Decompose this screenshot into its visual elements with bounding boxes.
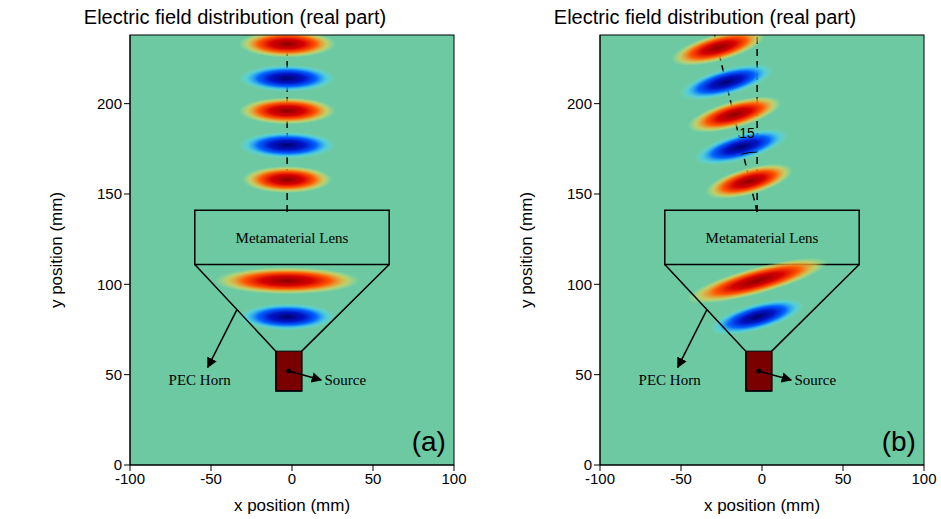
svg-text:x position (mm): x position (mm) (704, 496, 820, 515)
svg-text:0: 0 (288, 470, 296, 487)
svg-text:0: 0 (758, 470, 766, 487)
svg-text:-50: -50 (200, 470, 222, 487)
svg-text:PEC Horn: PEC Horn (169, 372, 232, 388)
svg-text:(a): (a) (412, 426, 446, 457)
svg-text:150: 150 (97, 185, 122, 202)
svg-text:PEC Horn: PEC Horn (639, 372, 702, 388)
svg-text:100: 100 (97, 276, 122, 293)
svg-text:200: 200 (97, 95, 122, 112)
svg-text:Electric field distribution (r: Electric field distribution (real part) (554, 6, 856, 28)
svg-text:50: 50 (575, 366, 592, 383)
svg-text:Source: Source (794, 372, 836, 388)
svg-text:100: 100 (567, 276, 592, 293)
svg-text:x position (mm): x position (mm) (234, 496, 350, 515)
svg-text:15: 15 (739, 125, 755, 141)
svg-text:150: 150 (567, 185, 592, 202)
svg-text:0: 0 (584, 456, 592, 473)
svg-text:-100: -100 (585, 469, 615, 487)
svg-text:100: 100 (441, 470, 466, 487)
svg-text:y position (mm): y position (mm) (47, 192, 66, 308)
svg-text:Electric field distribution (r: Electric field distribution (real part) (84, 6, 386, 28)
svg-text:50: 50 (105, 366, 122, 383)
svg-text:50: 50 (835, 470, 852, 487)
svg-text:Metamaterial Lens: Metamaterial Lens (706, 230, 819, 246)
svg-text:y position (mm): y position (mm) (517, 192, 536, 308)
svg-text:Source: Source (324, 372, 366, 388)
svg-text:100: 100 (911, 470, 936, 487)
svg-text:0: 0 (114, 456, 122, 473)
svg-text:Metamaterial Lens: Metamaterial Lens (236, 230, 349, 246)
svg-text:50: 50 (365, 470, 382, 487)
svg-text:-50: -50 (670, 470, 692, 487)
svg-text:200: 200 (567, 95, 592, 112)
svg-text:-100: -100 (115, 469, 145, 487)
svg-text:(b): (b) (882, 426, 916, 457)
